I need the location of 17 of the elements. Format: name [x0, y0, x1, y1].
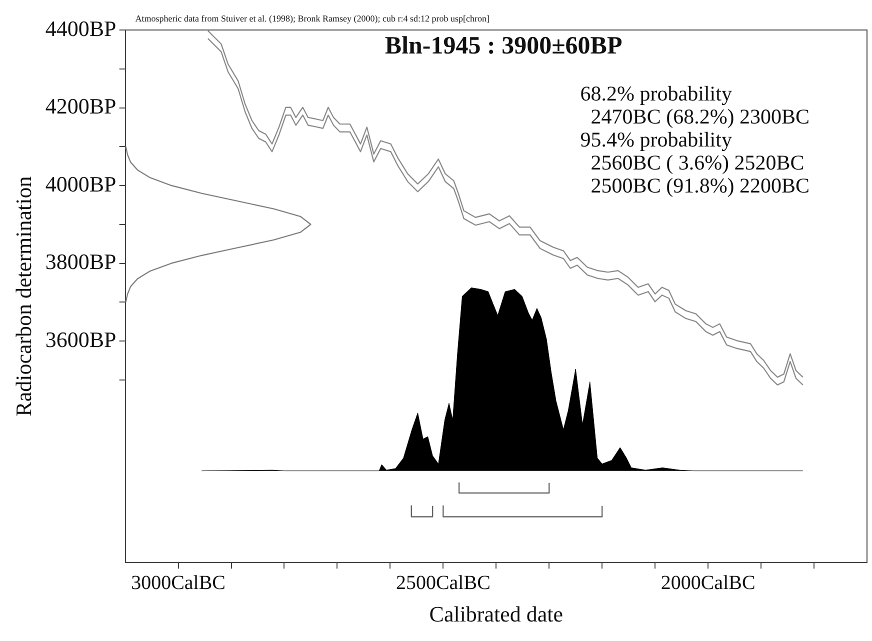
x-axis-title: Calibrated date — [429, 602, 564, 627]
y-axis-title: Radiocarbon determination — [10, 176, 36, 416]
y-tick-label: 4000BP — [45, 171, 116, 196]
x-tick-label: 2000CalBC — [660, 572, 756, 594]
x-tick-label: 2500CalBC — [396, 572, 490, 594]
y-tick-label: 4400BP — [45, 16, 116, 41]
annotation: 2500BC (91.8%) 2200BC — [580, 174, 810, 198]
text: Atmospheric data from Stuiver et al. (1998); Bronk Ramsey (2000); cub r:4 sd:12 prob usp[chron] — [135, 13, 490, 24]
annotation: 2560BC ( 3.6%) 2520BC — [580, 150, 804, 175]
y-tick-label: 3600BP — [45, 326, 116, 352]
y-tick-label: 3800BP — [45, 249, 116, 274]
chart-title: Bln-1945 : 3900±60BP — [384, 32, 622, 60]
annotation: 2470BC (68.2%) 2300BC — [580, 104, 810, 129]
annotation: 68.2% probability — [580, 82, 732, 106]
y-tick-label: 4200BP — [45, 94, 116, 119]
annotation: 95.4% probability — [580, 128, 732, 152]
x-tick-label: 3000CalBC — [131, 572, 226, 594]
